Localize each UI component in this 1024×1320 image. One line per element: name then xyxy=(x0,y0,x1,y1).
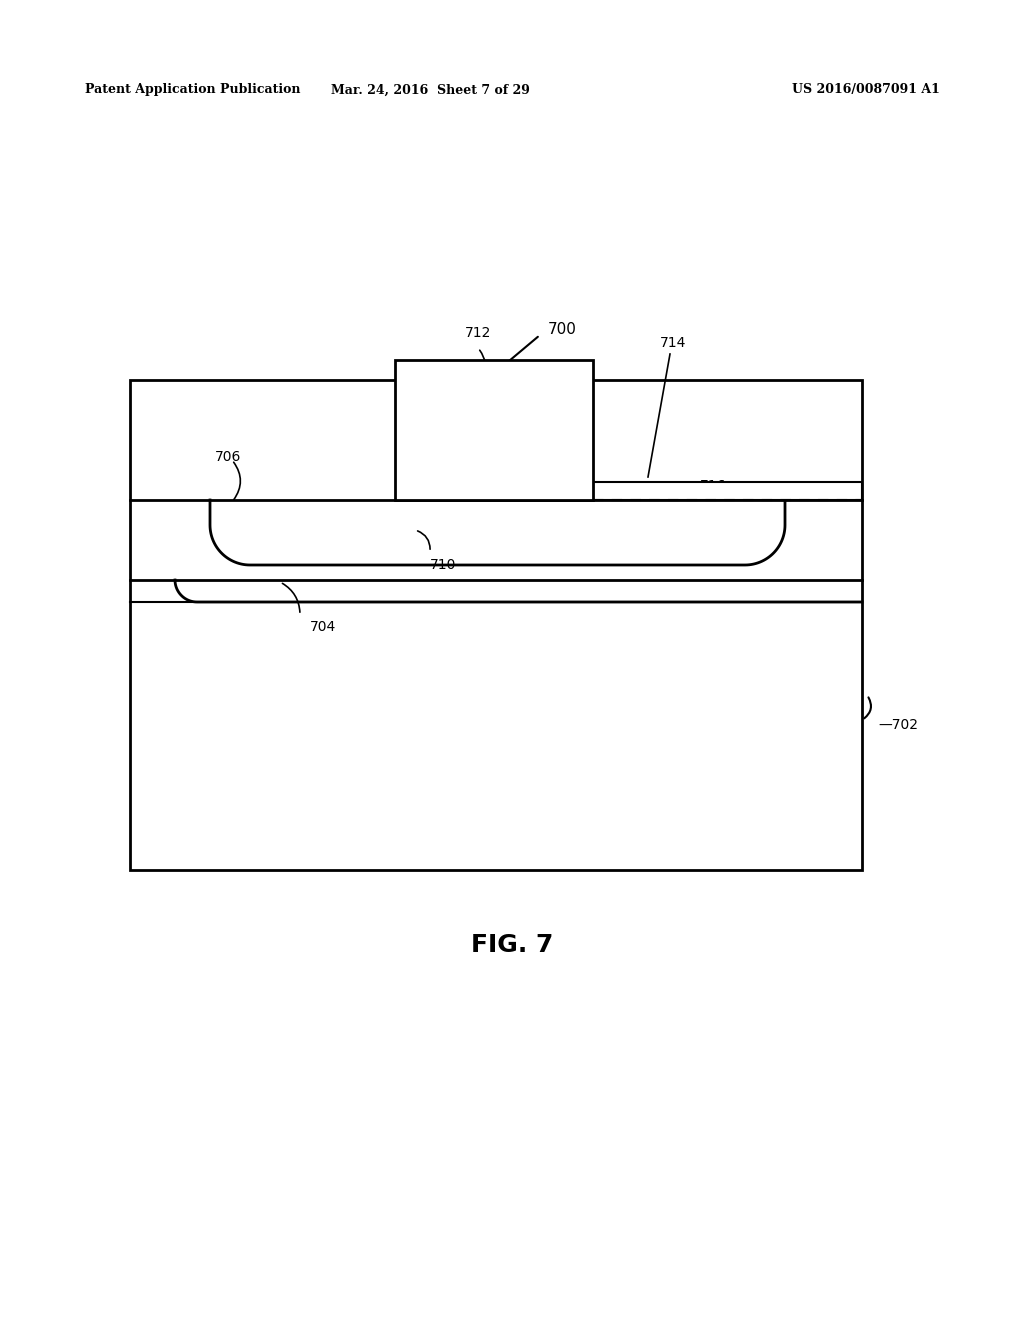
Text: Patent Application Publication: Patent Application Publication xyxy=(85,83,300,96)
Text: 716: 716 xyxy=(700,479,726,492)
Bar xyxy=(593,482,862,500)
Text: 712: 712 xyxy=(465,326,492,341)
Text: US 2016/0087091 A1: US 2016/0087091 A1 xyxy=(793,83,940,96)
Text: 700: 700 xyxy=(548,322,577,338)
Bar xyxy=(395,360,593,500)
Text: 704: 704 xyxy=(310,620,336,634)
Text: FIG. 7: FIG. 7 xyxy=(471,933,553,957)
Text: Mar. 24, 2016  Sheet 7 of 29: Mar. 24, 2016 Sheet 7 of 29 xyxy=(331,83,529,96)
Bar xyxy=(130,380,862,870)
Text: —702: —702 xyxy=(878,718,918,733)
Text: 710: 710 xyxy=(430,558,457,572)
Text: 706: 706 xyxy=(215,450,242,465)
Text: 714: 714 xyxy=(660,337,686,350)
